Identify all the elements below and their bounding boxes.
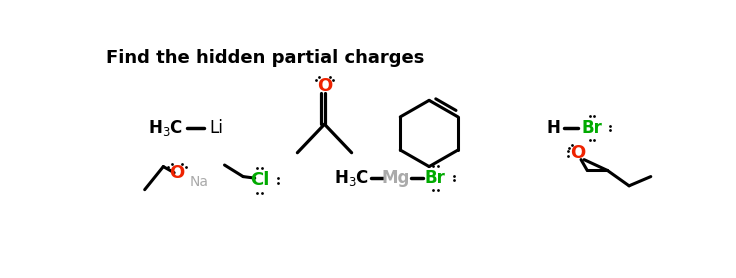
Text: Br: Br [581,119,602,137]
Point [256,166,268,170]
Point [562,153,574,158]
Text: Find the hidden partial charges: Find the hidden partial charges [106,49,425,67]
Point [328,78,339,83]
Point [251,190,263,195]
Point [562,149,574,153]
Point [584,138,595,143]
Point [584,113,595,118]
Point [448,173,460,178]
Point [163,165,174,170]
Point [567,143,578,147]
Point [176,161,188,166]
Point [251,166,263,170]
Point [272,176,284,180]
Text: Li: Li [209,119,223,137]
Text: Br: Br [425,169,446,187]
Text: Mg: Mg [381,169,410,187]
Point [310,78,322,83]
Point [432,188,444,193]
Point [324,75,336,79]
Text: H$_3$C: H$_3$C [334,168,369,188]
Point [180,164,191,169]
Text: H$_3$C: H$_3$C [148,118,183,138]
Point [166,162,177,166]
Point [604,123,616,128]
Point [313,75,325,79]
Text: Na: Na [189,175,208,189]
Point [588,138,600,143]
Text: O: O [169,164,185,182]
Point [448,178,460,183]
Text: O: O [570,145,586,162]
Point [427,188,439,193]
Text: O: O [317,77,332,95]
Point [604,128,616,133]
Point [588,113,600,118]
Point [272,180,284,185]
Point [563,146,575,150]
Text: Cl: Cl [250,172,269,189]
Point [256,190,268,195]
Point [432,163,444,168]
Point [427,163,439,168]
Text: H: H [546,119,560,137]
